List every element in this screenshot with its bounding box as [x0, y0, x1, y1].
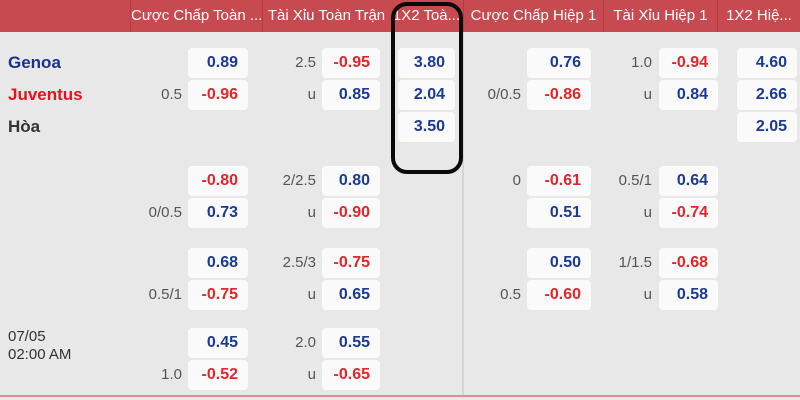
match-time: 07/05 02:00 AM [8, 328, 71, 364]
overunder-odds-cell[interactable]: -0.65 [322, 360, 380, 390]
odds-row: 1.0 -0.52 u -0.65 [0, 360, 800, 390]
h1-handicap-line: 0/0.5 [487, 86, 521, 103]
overunder-line: 2.0 [295, 334, 316, 351]
h1-handicap-odds-cell[interactable]: 0.51 [527, 198, 591, 228]
h1-overunder-odds-cell[interactable]: 0.64 [659, 166, 718, 196]
overunder-odds-cell[interactable]: 0.80 [322, 166, 380, 196]
h1-overunder-odds-cell[interactable]: -0.94 [659, 48, 718, 78]
odds-row-draw: Hòa 3.50 2.05 [0, 112, 800, 142]
column-header-overunder-full: Tài Xỉu Toàn Trận [262, 0, 390, 32]
handicap-line: 0/0.5 [148, 204, 182, 221]
odds-row-home: Genoa 0.89 2.5 -0.95 3.80 0.76 1.0 -0.94… [0, 48, 800, 78]
handicap-odds-cell[interactable]: 0.73 [188, 198, 248, 228]
h1-handicap-odds-cell[interactable]: -0.60 [527, 280, 591, 310]
odds-row: 0.45 2.0 0.55 [0, 328, 800, 358]
h1-1x2-odds-cell[interactable]: 2.05 [737, 112, 797, 142]
h1-handicap-odds-cell[interactable]: 0.76 [527, 48, 591, 78]
handicap-odds-cell[interactable]: -0.80 [188, 166, 248, 196]
odds-row: 0.5/1 -0.75 u 0.65 0.5 -0.60 u 0.58 [0, 280, 800, 310]
1x2-odds-cell[interactable]: 2.04 [398, 80, 455, 110]
overunder-line: u [307, 286, 316, 303]
team-name-home: Genoa [8, 53, 61, 72]
overunder-odds-cell[interactable]: 0.55 [322, 328, 380, 358]
column-header-handicap-h1: Cược Chấp Hiệp 1 [463, 0, 603, 32]
h1-overunder-line: u [643, 286, 652, 303]
bottom-rule [0, 395, 800, 397]
overunder-odds-cell[interactable]: -0.95 [322, 48, 380, 78]
column-header-handicap-full: Cược Chấp Toàn ... [130, 0, 262, 32]
h1-1x2-odds-cell[interactable]: 2.66 [737, 80, 797, 110]
overunder-odds-cell[interactable]: -0.90 [322, 198, 380, 228]
odds-row: -0.80 2/2.5 0.80 0 -0.61 0.5/1 0.64 [0, 166, 800, 196]
handicap-odds-cell[interactable]: 0.45 [188, 328, 248, 358]
h1-overunder-odds-cell[interactable]: 0.58 [659, 280, 718, 310]
1x2-odds-cell[interactable]: 3.80 [398, 48, 455, 78]
overunder-odds-cell[interactable]: -0.75 [322, 248, 380, 278]
handicap-odds-cell[interactable]: 0.68 [188, 248, 248, 278]
h1-handicap-odds-cell[interactable]: 0.50 [527, 248, 591, 278]
overunder-line: u [307, 86, 316, 103]
half-divider [462, 32, 464, 395]
h1-handicap-odds-cell[interactable]: -0.86 [527, 80, 591, 110]
overunder-line: u [307, 366, 316, 383]
odds-row: 0.68 2.5/3 -0.75 0.50 1/1.5 -0.68 [0, 248, 800, 278]
h1-handicap-odds-cell[interactable]: -0.61 [527, 166, 591, 196]
column-header-overunder-h1: Tài Xỉu Hiệp 1 [603, 0, 717, 32]
handicap-odds-cell[interactable]: -0.52 [188, 360, 248, 390]
1x2-odds-cell[interactable]: 3.50 [398, 112, 455, 142]
match-date: 07/05 [8, 328, 46, 345]
h1-overunder-line: u [643, 86, 652, 103]
handicap-odds-cell[interactable]: 0.89 [188, 48, 248, 78]
handicap-odds-cell[interactable]: -0.96 [188, 80, 248, 110]
handicap-line: 0.5 [161, 86, 182, 103]
overunder-odds-cell[interactable]: 0.85 [322, 80, 380, 110]
h1-overunder-line: u [643, 204, 652, 221]
h1-overunder-line: 1/1.5 [618, 254, 652, 271]
odds-row-away: Juventus 0.5 -0.96 u 0.85 2.04 0/0.5 -0.… [0, 80, 800, 110]
handicap-odds-cell[interactable]: -0.75 [188, 280, 248, 310]
h1-overunder-odds-cell[interactable]: -0.74 [659, 198, 718, 228]
team-name-draw: Hòa [8, 117, 41, 136]
overunder-line: 2.5/3 [282, 254, 316, 271]
overunder-line: 2/2.5 [282, 172, 316, 189]
overunder-line: u [307, 204, 316, 221]
handicap-line: 0.5/1 [148, 286, 182, 303]
h1-overunder-line: 1.0 [631, 54, 652, 71]
h1-overunder-odds-cell[interactable]: 0.84 [659, 80, 718, 110]
h1-handicap-line: 0 [512, 172, 521, 189]
h1-overunder-odds-cell[interactable]: -0.68 [659, 248, 718, 278]
match-start-time: 02:00 AM [8, 346, 72, 363]
column-header-1x2-h1: 1X2 Hiệ... [717, 0, 800, 32]
h1-overunder-line: 0.5/1 [618, 172, 652, 189]
h1-handicap-line: 0.5 [500, 286, 521, 303]
column-header-1x2-full: 1X2 Toà... [392, 7, 461, 24]
handicap-line: 1.0 [161, 366, 182, 383]
h1-1x2-odds-cell[interactable]: 4.60 [737, 48, 797, 78]
overunder-line: 2.5 [295, 54, 316, 71]
overunder-odds-cell[interactable]: 0.65 [322, 280, 380, 310]
odds-row: 0/0.5 0.73 u -0.90 0.51 u -0.74 [0, 198, 800, 228]
table-header: Cược Chấp Toàn ... Tài Xỉu Toàn Trận 1X2… [0, 0, 800, 32]
team-name-away: Juventus [8, 85, 83, 104]
